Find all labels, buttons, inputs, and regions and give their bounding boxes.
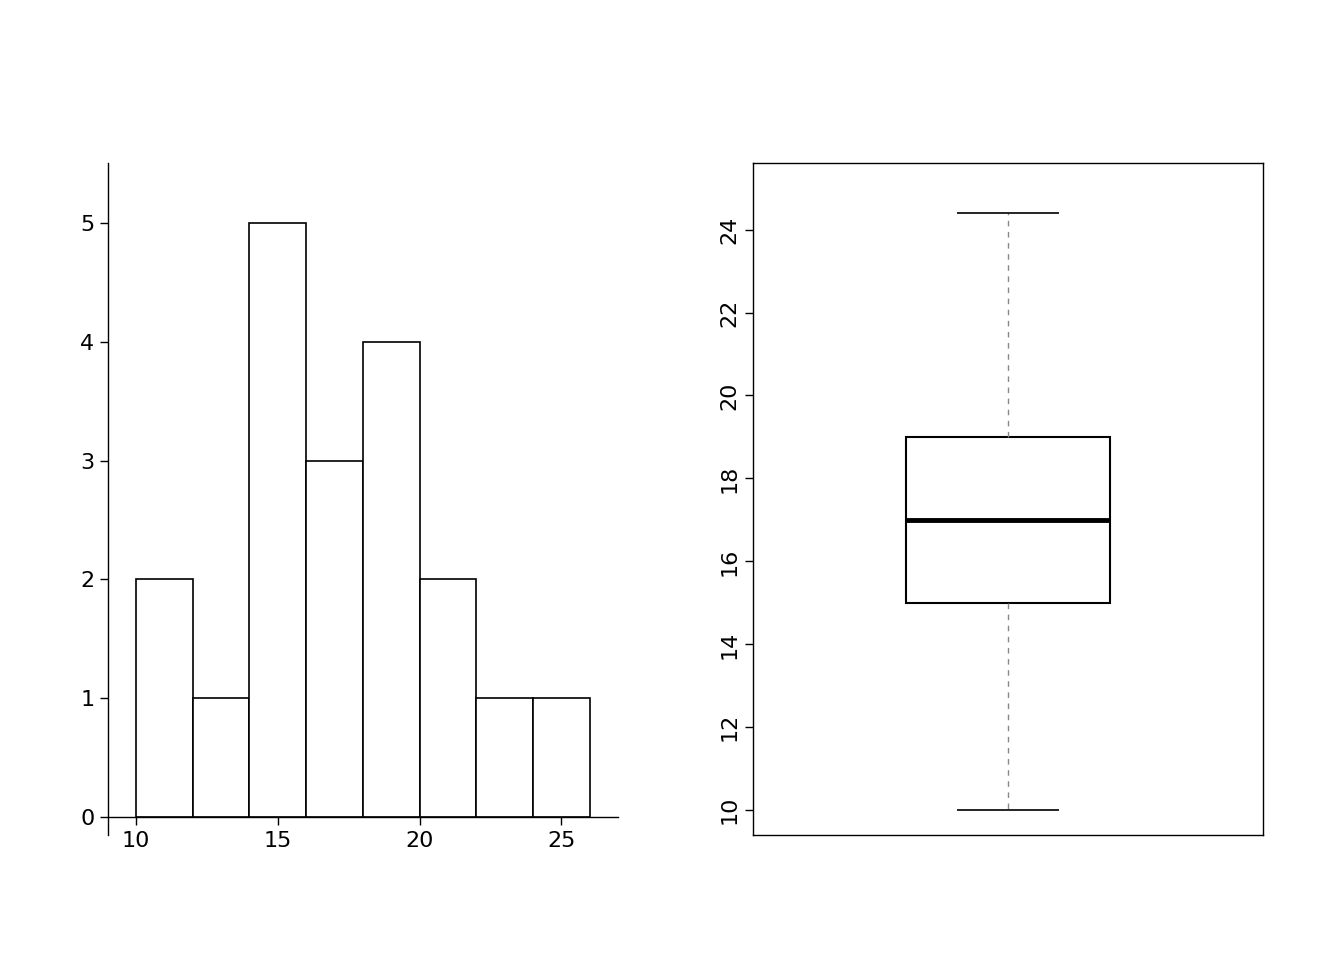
Bar <box>476 699 534 817</box>
Bar <box>192 699 250 817</box>
Bar <box>306 461 363 817</box>
Bar <box>906 437 1110 603</box>
Bar <box>250 223 306 817</box>
Bar <box>363 342 419 817</box>
Bar <box>534 699 590 817</box>
Bar <box>136 580 192 817</box>
Bar <box>419 580 476 817</box>
